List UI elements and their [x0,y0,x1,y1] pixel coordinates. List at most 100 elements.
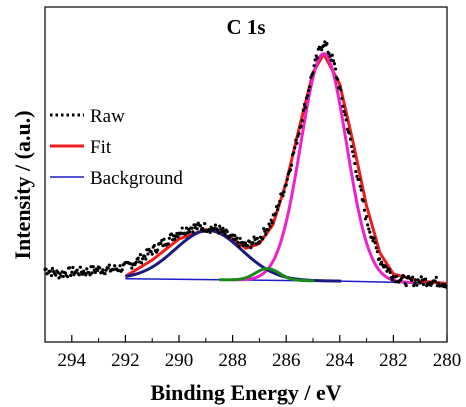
raw-data-point [349,144,354,149]
raw-data-point [361,199,365,203]
raw-data-point [236,240,240,244]
raw-data-point [49,273,54,278]
raw-data-point [390,278,394,282]
raw-data-point [54,273,58,277]
raw-data-point [358,184,362,188]
x-axis-tick-labels: 294 292 290 288 286 284 282 280 [58,350,462,371]
raw-data-point [257,240,261,244]
raw-data-point [354,169,358,174]
raw-data-point [404,283,408,288]
raw-data-point [374,246,378,250]
raw-data-point [372,236,376,240]
raw-data-point [255,236,259,240]
raw-data-point [235,236,239,240]
raw-data-point [270,221,274,225]
raw-data-point [198,224,203,228]
x-tick-label-288: 288 [218,350,247,371]
raw-data-point [444,285,448,289]
raw-data-point [330,53,334,57]
raw-data-point [77,273,81,277]
raw-data-point [213,223,218,227]
raw-data-point [173,237,177,241]
raw-data-point [347,131,352,135]
raw-data-point [362,208,367,212]
raw-data-point [355,174,359,178]
raw-data-point [281,193,285,198]
raw-data-point [284,183,288,187]
raw-data-point [384,264,388,269]
raw-data-point [188,230,192,234]
raw-data-point [225,229,229,234]
raw-data-point [191,230,195,234]
raw-data-point [295,141,299,145]
raw-data-point [221,226,225,230]
raw-data-point [342,109,346,114]
x-tick-label-292: 292 [111,350,140,371]
raw-data-point [200,226,205,231]
raw-data-point [69,273,73,278]
background-line [125,277,448,285]
raw-data-point [57,276,61,280]
raw-data-point [300,118,304,123]
raw-data-point [150,252,154,256]
raw-data-point [101,268,105,272]
raw-data-point [113,264,117,268]
raw-data-point [71,265,75,270]
raw-data-point [345,127,349,131]
raw-data-point [338,85,342,89]
raw-data-point [357,177,361,182]
raw-data-point [333,67,338,71]
raw-data-point [120,268,124,272]
raw-data-point [249,246,253,250]
legend: Raw Fit Background [50,106,183,189]
raw-data-point [286,172,290,176]
raw-data-point [315,56,319,60]
raw-data-point [155,248,160,252]
raw-data-point [296,134,300,138]
plot-area [43,40,448,289]
raw-data-point [292,151,296,155]
raw-data-point [264,232,268,236]
raw-data-point [70,270,74,274]
raw-data-point [203,222,207,226]
raw-data-point [387,268,391,272]
raw-data-point [323,40,327,44]
raw-data-point [68,266,72,270]
raw-data-point [415,283,419,287]
raw-data-point [268,224,272,229]
raw-data-point [176,235,180,239]
raw-data-point [413,281,417,285]
raw-data-point [251,241,255,245]
raw-data-point [418,281,422,285]
raw-data-point [118,264,122,268]
raw-data-point [207,228,211,232]
raw-data-point [313,58,317,62]
raw-data-point [327,52,331,56]
raw-data-point [61,274,65,279]
raw-data-point [267,222,271,226]
raw-data-point [340,96,344,101]
raw-data-point [359,188,363,192]
raw-data-point [276,208,280,212]
raw-data-point [336,77,340,81]
raw-data-point [434,275,438,280]
raw-data-point [138,253,143,257]
raw-data-point [162,237,166,241]
raw-data-point [269,218,273,222]
raw-data-point [104,268,108,272]
raw-data-point [412,283,416,288]
raw-data-point [169,232,174,236]
raw-data-point [375,250,379,254]
raw-data-point [289,163,294,167]
raw-data-point [308,85,312,89]
x-axis-ticks [71,335,448,342]
raw-data-point [167,236,171,240]
raw-data-point [190,226,194,230]
chart-title: C 1s [226,15,265,39]
raw-data-point [377,257,382,261]
raw-data-point [282,190,286,194]
raw-data-point [88,273,92,277]
raw-data-point [146,252,150,256]
raw-data-point [285,177,289,181]
